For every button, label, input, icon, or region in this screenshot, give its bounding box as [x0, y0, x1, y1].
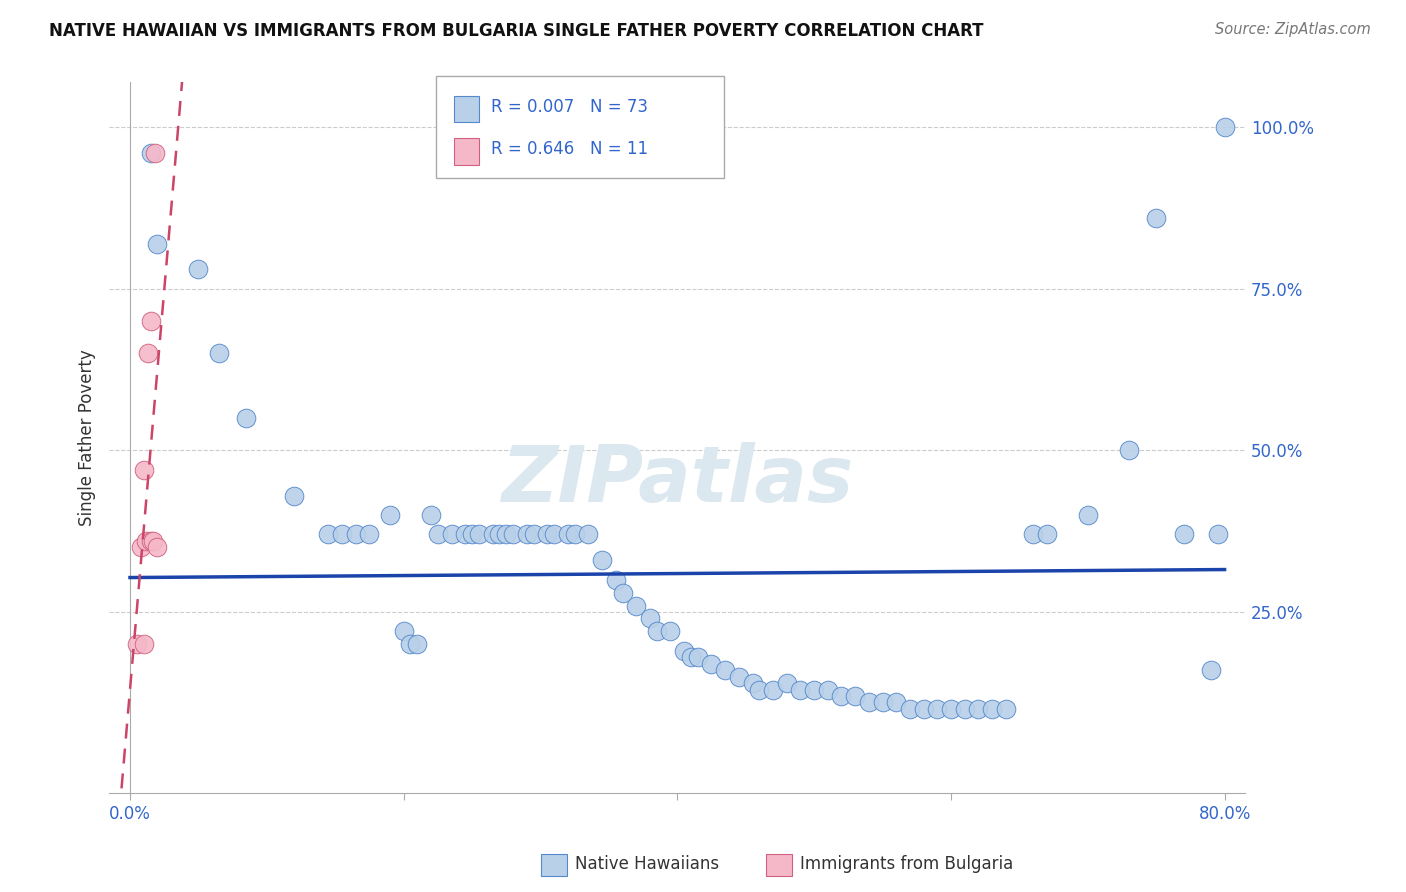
Point [187, 262, 209, 277]
Point [714, 663, 737, 677]
Point [659, 624, 682, 639]
Point [776, 676, 799, 690]
Point [884, 696, 907, 710]
Point [139, 533, 162, 548]
Point [330, 527, 353, 541]
Point [844, 689, 866, 703]
Point [399, 637, 422, 651]
Point [1213, 120, 1236, 135]
Point [481, 527, 503, 541]
Point [344, 527, 367, 541]
Text: Native Hawaiians: Native Hawaiians [575, 855, 720, 873]
Point [673, 644, 696, 658]
Point [523, 527, 546, 541]
Point [283, 489, 305, 503]
Text: NATIVE HAWAIIAN VS IMMIGRANTS FROM BULGARIA SINGLE FATHER POVERTY CORRELATION CH: NATIVE HAWAIIAN VS IMMIGRANTS FROM BULGA… [49, 22, 984, 40]
Point [139, 146, 162, 161]
Y-axis label: Single Father Poverty: Single Father Poverty [79, 349, 96, 525]
Text: Source: ZipAtlas.com: Source: ZipAtlas.com [1215, 22, 1371, 37]
Point [872, 696, 894, 710]
Point [1077, 508, 1099, 522]
Point [626, 599, 648, 613]
Point [468, 527, 491, 541]
Point [686, 650, 709, 665]
Text: ZIPatlas: ZIPatlas [501, 442, 853, 518]
Point [1144, 211, 1167, 225]
Point [679, 650, 702, 665]
Point [516, 527, 538, 541]
Point [359, 527, 381, 541]
Point [139, 314, 162, 328]
Point [830, 689, 852, 703]
Point [557, 527, 579, 541]
Point [235, 411, 257, 425]
Point [939, 702, 962, 716]
Point [208, 346, 231, 360]
Point [142, 533, 165, 548]
Point [146, 236, 169, 251]
Point [953, 702, 976, 716]
Point [981, 702, 1004, 716]
Point [461, 527, 484, 541]
Point [1173, 527, 1195, 541]
Point [728, 670, 751, 684]
Point [1022, 527, 1045, 541]
Point [645, 624, 668, 639]
Point [762, 682, 785, 697]
Point [378, 508, 401, 522]
Point [129, 541, 152, 555]
Point [132, 463, 155, 477]
Text: Immigrants from Bulgaria: Immigrants from Bulgaria [800, 855, 1014, 873]
Point [132, 637, 155, 651]
Point [318, 527, 340, 541]
Point [495, 527, 517, 541]
Point [543, 527, 565, 541]
Point [700, 657, 723, 671]
Point [898, 702, 921, 716]
Point [789, 682, 811, 697]
Point [817, 682, 839, 697]
Point [912, 702, 935, 716]
Point [1035, 527, 1057, 541]
Point [576, 527, 599, 541]
Point [741, 676, 763, 690]
Point [927, 702, 949, 716]
Point [125, 637, 148, 651]
Point [967, 702, 990, 716]
Text: R = 0.007   N = 73: R = 0.007 N = 73 [491, 97, 648, 115]
Point [502, 527, 524, 541]
Point [136, 346, 159, 360]
Point [406, 637, 429, 651]
Point [454, 527, 477, 541]
Point [591, 553, 613, 567]
Point [1118, 443, 1140, 458]
Point [135, 533, 157, 548]
Point [420, 508, 443, 522]
Point [488, 527, 510, 541]
Point [143, 146, 166, 161]
Point [994, 702, 1017, 716]
Point [536, 527, 558, 541]
Point [803, 682, 825, 697]
Point [612, 585, 634, 599]
Point [1206, 527, 1229, 541]
Point [392, 624, 415, 639]
Text: R = 0.646   N = 11: R = 0.646 N = 11 [491, 140, 648, 158]
Point [426, 527, 449, 541]
Point [638, 611, 661, 625]
Point [564, 527, 586, 541]
Point [748, 682, 770, 697]
Point [605, 573, 627, 587]
Point [1199, 663, 1222, 677]
Point [440, 527, 463, 541]
Point [146, 541, 169, 555]
Point [858, 696, 880, 710]
